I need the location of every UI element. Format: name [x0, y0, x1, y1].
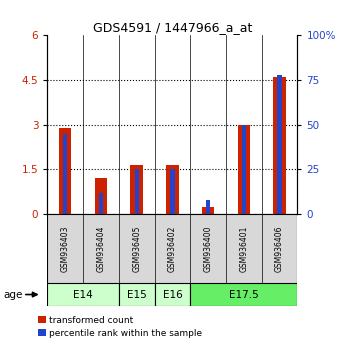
Text: E14: E14 — [73, 290, 93, 300]
Text: GSM936400: GSM936400 — [203, 225, 213, 272]
Bar — [119, 283, 154, 306]
Text: age: age — [3, 290, 23, 299]
Legend: transformed count, percentile rank within the sample: transformed count, percentile rank withi… — [38, 316, 202, 338]
Text: GSM936405: GSM936405 — [132, 225, 141, 272]
Text: E16: E16 — [163, 290, 182, 300]
Bar — [95, 178, 107, 214]
Text: E15: E15 — [127, 290, 147, 300]
Bar — [166, 165, 178, 214]
Bar — [170, 170, 174, 214]
Text: E17.5: E17.5 — [229, 290, 259, 300]
Bar — [242, 125, 246, 214]
Text: GSM936401: GSM936401 — [239, 225, 248, 272]
Bar — [63, 134, 67, 214]
Bar — [206, 200, 210, 214]
Text: GSM936404: GSM936404 — [96, 225, 105, 272]
Bar — [135, 170, 139, 214]
Bar — [190, 283, 297, 306]
Bar — [277, 75, 282, 214]
Bar — [59, 128, 71, 214]
Bar — [130, 165, 143, 214]
Bar — [99, 193, 103, 214]
Bar — [273, 77, 286, 214]
Text: GSM936402: GSM936402 — [168, 225, 177, 272]
Text: GSM936406: GSM936406 — [275, 225, 284, 272]
Text: GSM936403: GSM936403 — [61, 225, 70, 272]
Bar — [47, 283, 119, 306]
Bar — [202, 207, 214, 214]
Title: GDS4591 / 1447966_a_at: GDS4591 / 1447966_a_at — [93, 21, 252, 34]
Bar — [238, 125, 250, 214]
Bar — [154, 283, 190, 306]
